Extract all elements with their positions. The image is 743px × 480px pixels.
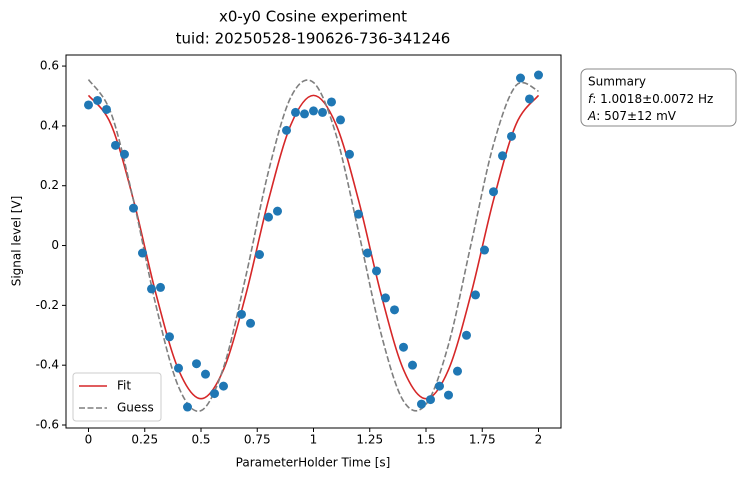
data-point bbox=[255, 250, 264, 260]
data-point bbox=[174, 363, 183, 373]
summary-symbol: A bbox=[587, 109, 596, 123]
x-tick-label: 0.5 bbox=[191, 433, 210, 447]
data-point bbox=[444, 390, 453, 400]
summary-line: A: 507±12 mV bbox=[587, 109, 677, 123]
data-point bbox=[534, 70, 543, 80]
data-point bbox=[363, 248, 372, 258]
data-point bbox=[309, 106, 318, 116]
data-point bbox=[291, 107, 300, 117]
data-point bbox=[471, 290, 480, 300]
data-point bbox=[327, 97, 336, 107]
data-point bbox=[102, 104, 111, 114]
summary-text: : 507±12 mV bbox=[596, 109, 677, 123]
plot-area bbox=[84, 70, 543, 413]
x-tick-label: 0.25 bbox=[131, 433, 158, 447]
data-point bbox=[183, 402, 192, 412]
data-point bbox=[300, 109, 309, 119]
y-tick-label: -0.4 bbox=[36, 358, 59, 372]
data-point bbox=[462, 330, 471, 340]
summary-title: Summary bbox=[588, 75, 646, 89]
data-point bbox=[246, 318, 255, 328]
data-point bbox=[336, 115, 345, 125]
data-point bbox=[111, 140, 120, 150]
data-point bbox=[210, 389, 219, 399]
series-line bbox=[87, 94, 540, 400]
x-tick-label: 1.75 bbox=[469, 433, 496, 447]
summary-box bbox=[580, 68, 737, 127]
data-point bbox=[417, 399, 426, 409]
x-tick-label: 1.25 bbox=[356, 433, 383, 447]
data-point bbox=[525, 94, 534, 104]
data-point bbox=[138, 248, 147, 258]
y-tick-label: -0.6 bbox=[36, 418, 59, 432]
data-point bbox=[345, 149, 354, 159]
data-point bbox=[372, 266, 381, 276]
data-point bbox=[165, 332, 174, 342]
data-point bbox=[381, 293, 390, 303]
x-tick-label: 1.5 bbox=[416, 433, 435, 447]
data-point bbox=[237, 309, 246, 319]
data-point bbox=[84, 100, 93, 110]
legend-label: Guess bbox=[117, 401, 154, 415]
data-point bbox=[273, 206, 282, 216]
data-point bbox=[354, 209, 363, 219]
data-point bbox=[399, 342, 408, 352]
x-axis-label: ParameterHolder Time [s] bbox=[236, 456, 391, 470]
data-point bbox=[390, 305, 399, 315]
y-tick-label: -0.2 bbox=[36, 298, 59, 312]
data-point bbox=[201, 369, 210, 379]
data-point bbox=[147, 284, 156, 294]
y-axis-label: Signal level [V] bbox=[10, 196, 24, 287]
x-tick-label: 0 bbox=[85, 433, 93, 447]
data-point bbox=[129, 203, 138, 213]
data-point bbox=[192, 359, 201, 369]
data-point bbox=[426, 395, 435, 405]
data-point bbox=[435, 381, 444, 391]
summary-symbol: f bbox=[588, 92, 594, 106]
data-point bbox=[219, 381, 228, 391]
data-point bbox=[516, 73, 525, 83]
chart-subtitle: tuid: 20250528-190626-736-341246 bbox=[176, 30, 451, 48]
x-tick-label: 0.75 bbox=[244, 433, 271, 447]
y-tick-label: 0.6 bbox=[40, 59, 59, 73]
summary-line: f: 1.0018±0.0072 Hz bbox=[588, 92, 713, 106]
series-line bbox=[87, 79, 539, 413]
chart-title: x0-y0 Cosine experiment bbox=[219, 8, 407, 26]
data-point bbox=[156, 282, 165, 292]
data-point bbox=[489, 187, 498, 197]
data-point bbox=[120, 149, 129, 159]
data-point bbox=[93, 95, 102, 105]
data-point bbox=[408, 360, 417, 370]
data-point bbox=[480, 245, 489, 255]
data-point bbox=[453, 366, 462, 376]
legend-label: Fit bbox=[117, 379, 131, 393]
y-tick-label: 0.2 bbox=[40, 178, 59, 192]
data-point bbox=[498, 151, 507, 161]
legend-box bbox=[72, 372, 162, 422]
data-point bbox=[318, 107, 327, 117]
x-tick-label: 2 bbox=[535, 433, 543, 447]
plot-frame bbox=[65, 54, 562, 429]
summary-text: : 1.0018±0.0072 Hz bbox=[592, 92, 713, 106]
y-tick-label: 0.4 bbox=[40, 118, 59, 132]
y-tick-label: 0 bbox=[51, 238, 59, 252]
data-point bbox=[507, 131, 516, 141]
x-tick-label: 1 bbox=[310, 433, 318, 447]
data-point bbox=[282, 125, 291, 135]
data-point bbox=[264, 212, 273, 222]
